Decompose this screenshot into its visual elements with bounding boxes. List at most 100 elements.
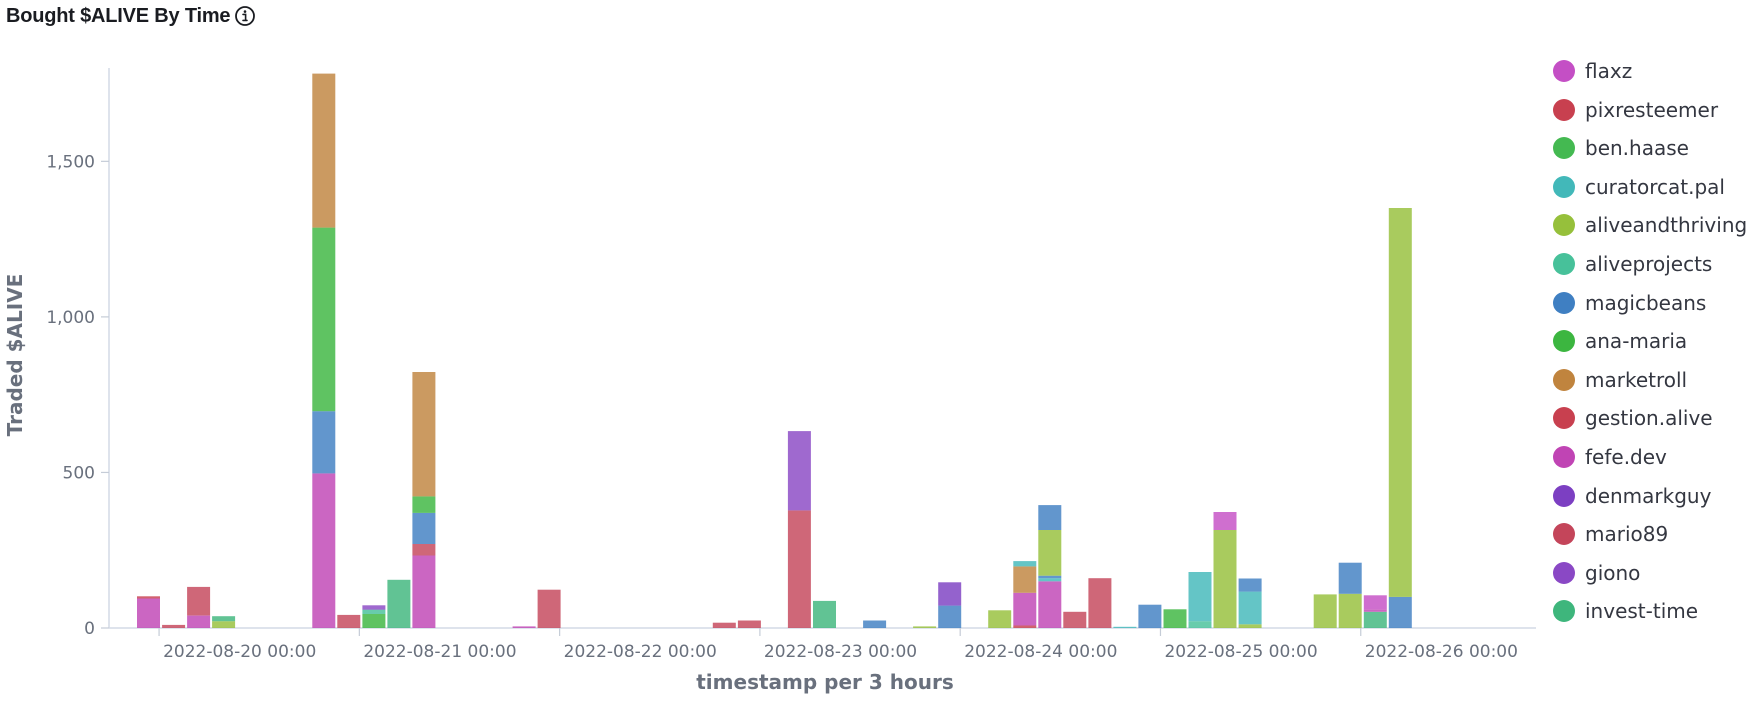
bar-segment-magicbeans[interactable] [1038, 575, 1062, 579]
legend-dot [1553, 368, 1575, 391]
bar-segment-magicbeans[interactable] [863, 620, 887, 629]
bar-segment-aliveprojects[interactable] [362, 609, 386, 614]
bar-segment-gestion.alive[interactable] [137, 596, 160, 599]
bar-segment-aliveandthriving[interactable] [913, 626, 937, 628]
bar-segment-mario89[interactable] [412, 544, 436, 556]
y-tick-label: 0 [84, 619, 95, 639]
bar-segment-mario89[interactable] [1063, 611, 1087, 628]
legend-label: ana-maria [1585, 329, 1688, 354]
legend-item-ben.haase[interactable]: ben.haase [1553, 133, 1689, 163]
bar-segment-invest-time[interactable] [387, 579, 411, 628]
bar-segment-marketroll[interactable] [1013, 566, 1037, 593]
bar-segment-fefe.dev[interactable] [312, 473, 336, 628]
legend-item-pixresteemer[interactable]: pixresteemer [1553, 95, 1718, 125]
bar-segment-mario89[interactable] [162, 624, 186, 628]
legend-item-flaxz[interactable]: flaxz [1553, 56, 1632, 86]
y-axis-title: Traded $ALIVE [3, 274, 27, 437]
legend-item-curatorcat.pal[interactable]: curatorcat.pal [1553, 172, 1725, 202]
bar-segment-mario89[interactable] [1088, 578, 1112, 628]
bar-segment-fefe.dev[interactable] [512, 626, 536, 628]
legend-dot [1553, 407, 1575, 430]
x-axis: 2022-08-20 00:00 2022-08-21 00:00 2022-08-… [109, 627, 1536, 662]
bar-segment-flaxz[interactable] [1363, 595, 1387, 610]
legend-item-denmarkguy[interactable]: denmarkguy [1553, 481, 1711, 511]
legend-item-ana-maria[interactable]: ana-maria [1553, 326, 1687, 356]
bar-segment-aliveandthriving[interactable] [1213, 530, 1237, 628]
x-axis-title: timestamp per 3 hours [696, 670, 953, 694]
bar-segment-magicbeans[interactable] [1238, 578, 1262, 592]
bar-segment-mario89[interactable] [537, 589, 561, 628]
bar-segment-magicbeans[interactable] [1138, 604, 1162, 628]
bar-segment-mario89[interactable] [787, 510, 811, 628]
legend-dot [1553, 291, 1575, 314]
bar-segment-magicbeans[interactable] [412, 512, 436, 544]
bar-segment-fefe.dev[interactable] [187, 615, 211, 628]
bar-segment-aliveandthriving[interactable] [1388, 208, 1412, 597]
bar-segment-gestion.alive[interactable] [1013, 625, 1037, 629]
bar-segment-fefe.dev[interactable] [137, 598, 160, 628]
info-circle-icon[interactable] [234, 5, 256, 27]
bar-segment-invest-time[interactable] [212, 616, 236, 622]
bar-segment-fefe.dev[interactable] [412, 555, 436, 629]
bar-segment-marketroll[interactable] [412, 372, 436, 497]
bar-segment-denmarkguy[interactable] [938, 582, 962, 606]
bar-segment-giono[interactable] [362, 605, 386, 610]
legend-dot [1553, 137, 1575, 160]
x-tick-label: 2022-08-21 00:00 [363, 642, 516, 662]
bar-segment-ana-maria[interactable] [362, 614, 386, 628]
bar-segment-aliveandthriving[interactable] [212, 621, 236, 628]
bar-segment-fefe.dev[interactable] [1363, 609, 1387, 612]
x-tick-label: 2022-08-23 00:00 [764, 642, 917, 662]
legend-label: curatorcat.pal [1585, 174, 1725, 199]
bar-segment-giono[interactable] [787, 431, 811, 511]
legend-label: aliveandthriving [1585, 213, 1748, 238]
bar-segment-curatorcat.pal[interactable] [1038, 578, 1062, 582]
bar-segment-mario89[interactable] [187, 586, 211, 616]
bar-segment-aliveandthriving[interactable] [1238, 624, 1262, 628]
bar-segment-mario89[interactable] [737, 620, 761, 629]
legend-item-magicbeans[interactable]: magicbeans [1553, 288, 1706, 318]
legend-item-aliveandthriving[interactable]: aliveandthriving [1553, 210, 1747, 240]
legend-item-mario89[interactable]: mario89 [1553, 519, 1668, 549]
bar-segment-aliveandthriving[interactable] [1338, 593, 1362, 628]
bar-segment-magicbeans[interactable] [938, 605, 962, 628]
bar-segment-ana-maria[interactable] [312, 227, 336, 412]
bar-segment-fefe.dev[interactable] [1013, 592, 1037, 626]
legend-label: invest-time [1585, 599, 1699, 624]
legend-item-invest-time[interactable]: invest-time [1553, 596, 1698, 626]
bar-segment-curatorcat.pal[interactable] [1013, 561, 1037, 567]
legend-item-gestion.alive[interactable]: gestion.alive [1553, 403, 1713, 433]
legend-dot [1553, 484, 1575, 507]
bar-segment-invest-time[interactable] [1363, 611, 1387, 628]
bar-segment-curatorcat.pal[interactable] [1113, 626, 1137, 628]
bar-segment-invest-time[interactable] [813, 600, 836, 628]
legend-dot [1553, 98, 1575, 121]
legend-dot [1553, 214, 1575, 237]
bar-segment-magicbeans[interactable] [1038, 505, 1062, 530]
bar-segment-aliveandthriving[interactable] [1313, 594, 1337, 628]
bar-segment-magicbeans[interactable] [312, 411, 336, 474]
bar-segment-ana-maria[interactable] [412, 496, 436, 513]
bar-segment-curatorcat.pal[interactable] [1188, 572, 1212, 622]
bar-segment-magicbeans[interactable] [1338, 562, 1362, 594]
bar-segment-aliveandthriving[interactable] [988, 610, 1012, 628]
chart-title-row: Bought $ALIVE By Time [6, 4, 256, 28]
bar-segment-fefe.dev[interactable] [1038, 581, 1062, 628]
bar-segment-flaxz[interactable] [1213, 512, 1237, 530]
bar-segment-mario89[interactable] [712, 622, 736, 628]
legend-dot [1553, 523, 1575, 546]
legend-dot [1553, 561, 1575, 584]
bar-segment-marketroll[interactable] [312, 73, 336, 228]
bar-segment-aliveprojects[interactable] [1188, 621, 1212, 628]
legend-item-aliveprojects[interactable]: aliveprojects [1553, 249, 1712, 279]
legend-label: denmarkguy [1585, 483, 1712, 508]
bar-segment-magicbeans[interactable] [1388, 596, 1412, 628]
bar-segment-aliveandthriving[interactable] [1038, 530, 1062, 576]
y-axis: 0 500 1,000 1,500 [46, 68, 110, 639]
legend-item-giono[interactable]: giono [1553, 558, 1640, 588]
legend-item-marketroll[interactable]: marketroll [1553, 365, 1687, 395]
legend-item-fefe.dev[interactable]: fefe.dev [1553, 442, 1667, 472]
bar-segment-curatorcat.pal[interactable] [1238, 591, 1262, 625]
bar-segment-ana-maria[interactable] [1163, 609, 1187, 628]
bar-segment-mario89[interactable] [337, 614, 361, 628]
